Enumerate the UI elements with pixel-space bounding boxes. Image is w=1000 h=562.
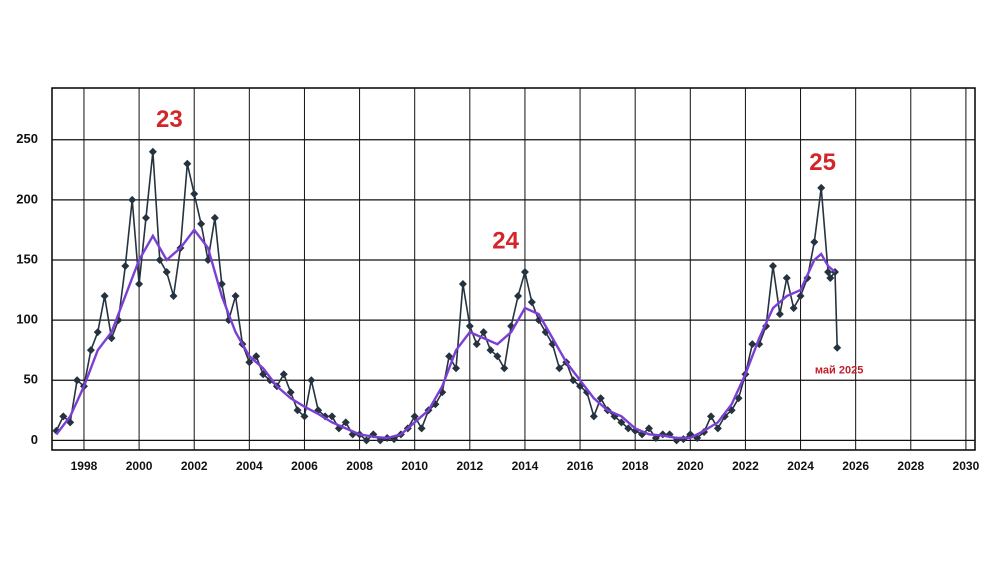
x-tick-label: 2022 bbox=[732, 459, 759, 473]
data-point bbox=[341, 418, 350, 427]
x-tick-label: 2000 bbox=[126, 459, 153, 473]
data-point bbox=[93, 328, 102, 337]
x-tick-label: 2018 bbox=[622, 459, 649, 473]
data-point bbox=[452, 364, 461, 373]
data-point bbox=[775, 310, 784, 319]
data-point bbox=[817, 183, 826, 192]
x-tick-label: 2014 bbox=[512, 459, 539, 473]
data-point bbox=[706, 412, 715, 421]
y-tick-label: 0 bbox=[31, 432, 38, 447]
x-tick-label: 2028 bbox=[897, 459, 924, 473]
annotation: 24 bbox=[492, 227, 519, 254]
data-point bbox=[73, 376, 82, 385]
data-point bbox=[128, 195, 137, 204]
data-point bbox=[833, 343, 842, 352]
data-point bbox=[493, 352, 502, 361]
data-point bbox=[596, 394, 605, 403]
data-point bbox=[300, 412, 309, 421]
data-point bbox=[486, 346, 495, 355]
data-point bbox=[279, 370, 288, 379]
x-tick-label: 2006 bbox=[291, 459, 318, 473]
data-point bbox=[789, 304, 798, 313]
data-point bbox=[231, 292, 240, 301]
x-tick-label: 2012 bbox=[456, 459, 483, 473]
annotation: 25 bbox=[809, 149, 836, 176]
y-tick-label: 200 bbox=[16, 191, 38, 206]
x-tick-label: 2016 bbox=[567, 459, 594, 473]
data-point bbox=[617, 418, 626, 427]
data-point bbox=[59, 412, 68, 421]
data-point bbox=[100, 292, 109, 301]
data-point bbox=[135, 280, 144, 289]
data-point bbox=[362, 436, 371, 445]
x-tick-label: 2008 bbox=[346, 459, 373, 473]
y-tick-label: 50 bbox=[24, 372, 38, 387]
x-tick-label: 2004 bbox=[236, 459, 263, 473]
data-point bbox=[458, 280, 467, 289]
x-tick-label: 1998 bbox=[71, 459, 98, 473]
data-point bbox=[589, 412, 598, 421]
data-point bbox=[286, 388, 295, 397]
data-point bbox=[824, 268, 833, 277]
x-tick-label: 2024 bbox=[787, 459, 814, 473]
data-point bbox=[826, 274, 835, 283]
y-tick-label: 150 bbox=[16, 251, 38, 266]
data-point bbox=[155, 255, 164, 264]
data-point bbox=[810, 237, 819, 246]
data-point bbox=[465, 322, 474, 331]
data-point bbox=[417, 424, 426, 433]
data-point bbox=[555, 364, 564, 373]
data-point bbox=[183, 159, 192, 168]
x-tick-label: 2030 bbox=[953, 459, 980, 473]
data-point bbox=[514, 292, 523, 301]
data-point bbox=[162, 268, 171, 277]
data-point bbox=[445, 352, 454, 361]
x-tick-label: 2020 bbox=[677, 459, 704, 473]
data-point bbox=[520, 268, 529, 277]
data-point bbox=[252, 352, 261, 361]
data-point bbox=[190, 189, 199, 198]
x-tick-label: 2026 bbox=[842, 459, 869, 473]
series-line bbox=[55, 227, 836, 440]
data-point bbox=[245, 358, 254, 367]
data-point bbox=[86, 346, 95, 355]
data-point bbox=[569, 376, 578, 385]
data-point bbox=[527, 298, 536, 307]
data-point bbox=[500, 364, 509, 373]
data-point bbox=[782, 274, 791, 283]
data-point bbox=[121, 261, 130, 270]
data-point bbox=[472, 340, 481, 349]
data-point bbox=[210, 213, 219, 222]
y-tick-label: 250 bbox=[16, 131, 38, 146]
data-point bbox=[796, 292, 805, 301]
data-point bbox=[293, 406, 302, 415]
annotation: май 2025 bbox=[815, 365, 863, 377]
data-point bbox=[644, 424, 653, 433]
data-point bbox=[141, 213, 150, 222]
data-point bbox=[197, 219, 206, 228]
data-point bbox=[169, 292, 178, 301]
data-point bbox=[479, 328, 488, 337]
data-point bbox=[748, 340, 757, 349]
annotation: 23 bbox=[156, 106, 183, 133]
data-point bbox=[624, 424, 633, 433]
plot-area bbox=[51, 87, 976, 451]
data-point bbox=[307, 376, 316, 385]
y-tick-label: 100 bbox=[16, 312, 38, 327]
data-point bbox=[328, 412, 337, 421]
data-point bbox=[410, 412, 419, 421]
x-tick-label: 2010 bbox=[401, 459, 428, 473]
data-point bbox=[148, 147, 157, 156]
data-point bbox=[768, 261, 777, 270]
data-point bbox=[713, 424, 722, 433]
x-tick-label: 2002 bbox=[181, 459, 208, 473]
